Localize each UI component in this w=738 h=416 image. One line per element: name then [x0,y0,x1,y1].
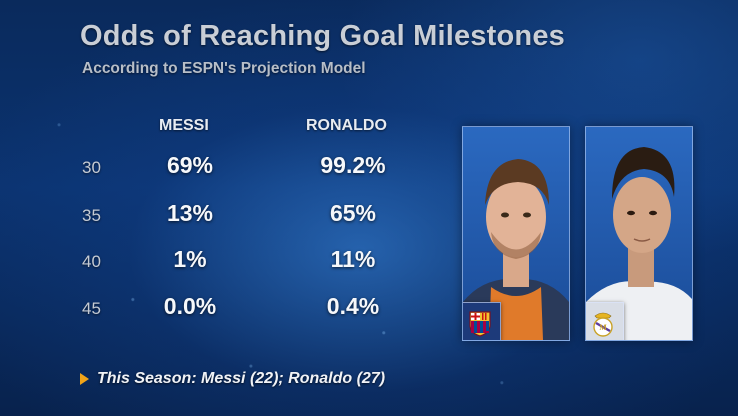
play-arrow-icon [80,373,89,385]
page-title: Odds of Reaching Goal Milestones [80,20,565,52]
messi-odds-cell: 1% [173,246,207,272]
column-header-messi: MESSI [159,117,209,134]
ronaldo-photo: M [585,126,693,341]
ronaldo-odds-cell: 0.4% [326,293,380,319]
page-subtitle: According to ESPN's Projection Model [82,60,366,77]
row-label-milestone: 40 [82,252,101,271]
season-note: This Season: Messi (22); Ronaldo (27) [80,370,385,388]
messi-odds-cell: 69% [166,152,214,178]
ronaldo-odds-cell: 11% [330,246,376,272]
row-label-milestone: 30 [82,158,101,177]
messi-odds-cell: 13% [166,200,214,226]
messi-odds-cell: 0.0% [163,293,217,319]
row-label-milestone: 35 [82,206,101,225]
ronaldo-odds-cell: 99.2% [320,152,386,178]
row-label-milestone: 45 [82,299,101,318]
ronaldo-odds-cell: 65% [329,200,377,226]
column-header-ronaldo: RONALDO [306,117,387,134]
fc-barcelona-crest-icon [463,302,501,340]
svg-text:M: M [599,323,607,332]
season-note-text: This Season: Messi (22); Ronaldo (27) [97,370,386,387]
messi-photo [462,126,570,341]
real-madrid-crest-icon: M [586,302,624,340]
